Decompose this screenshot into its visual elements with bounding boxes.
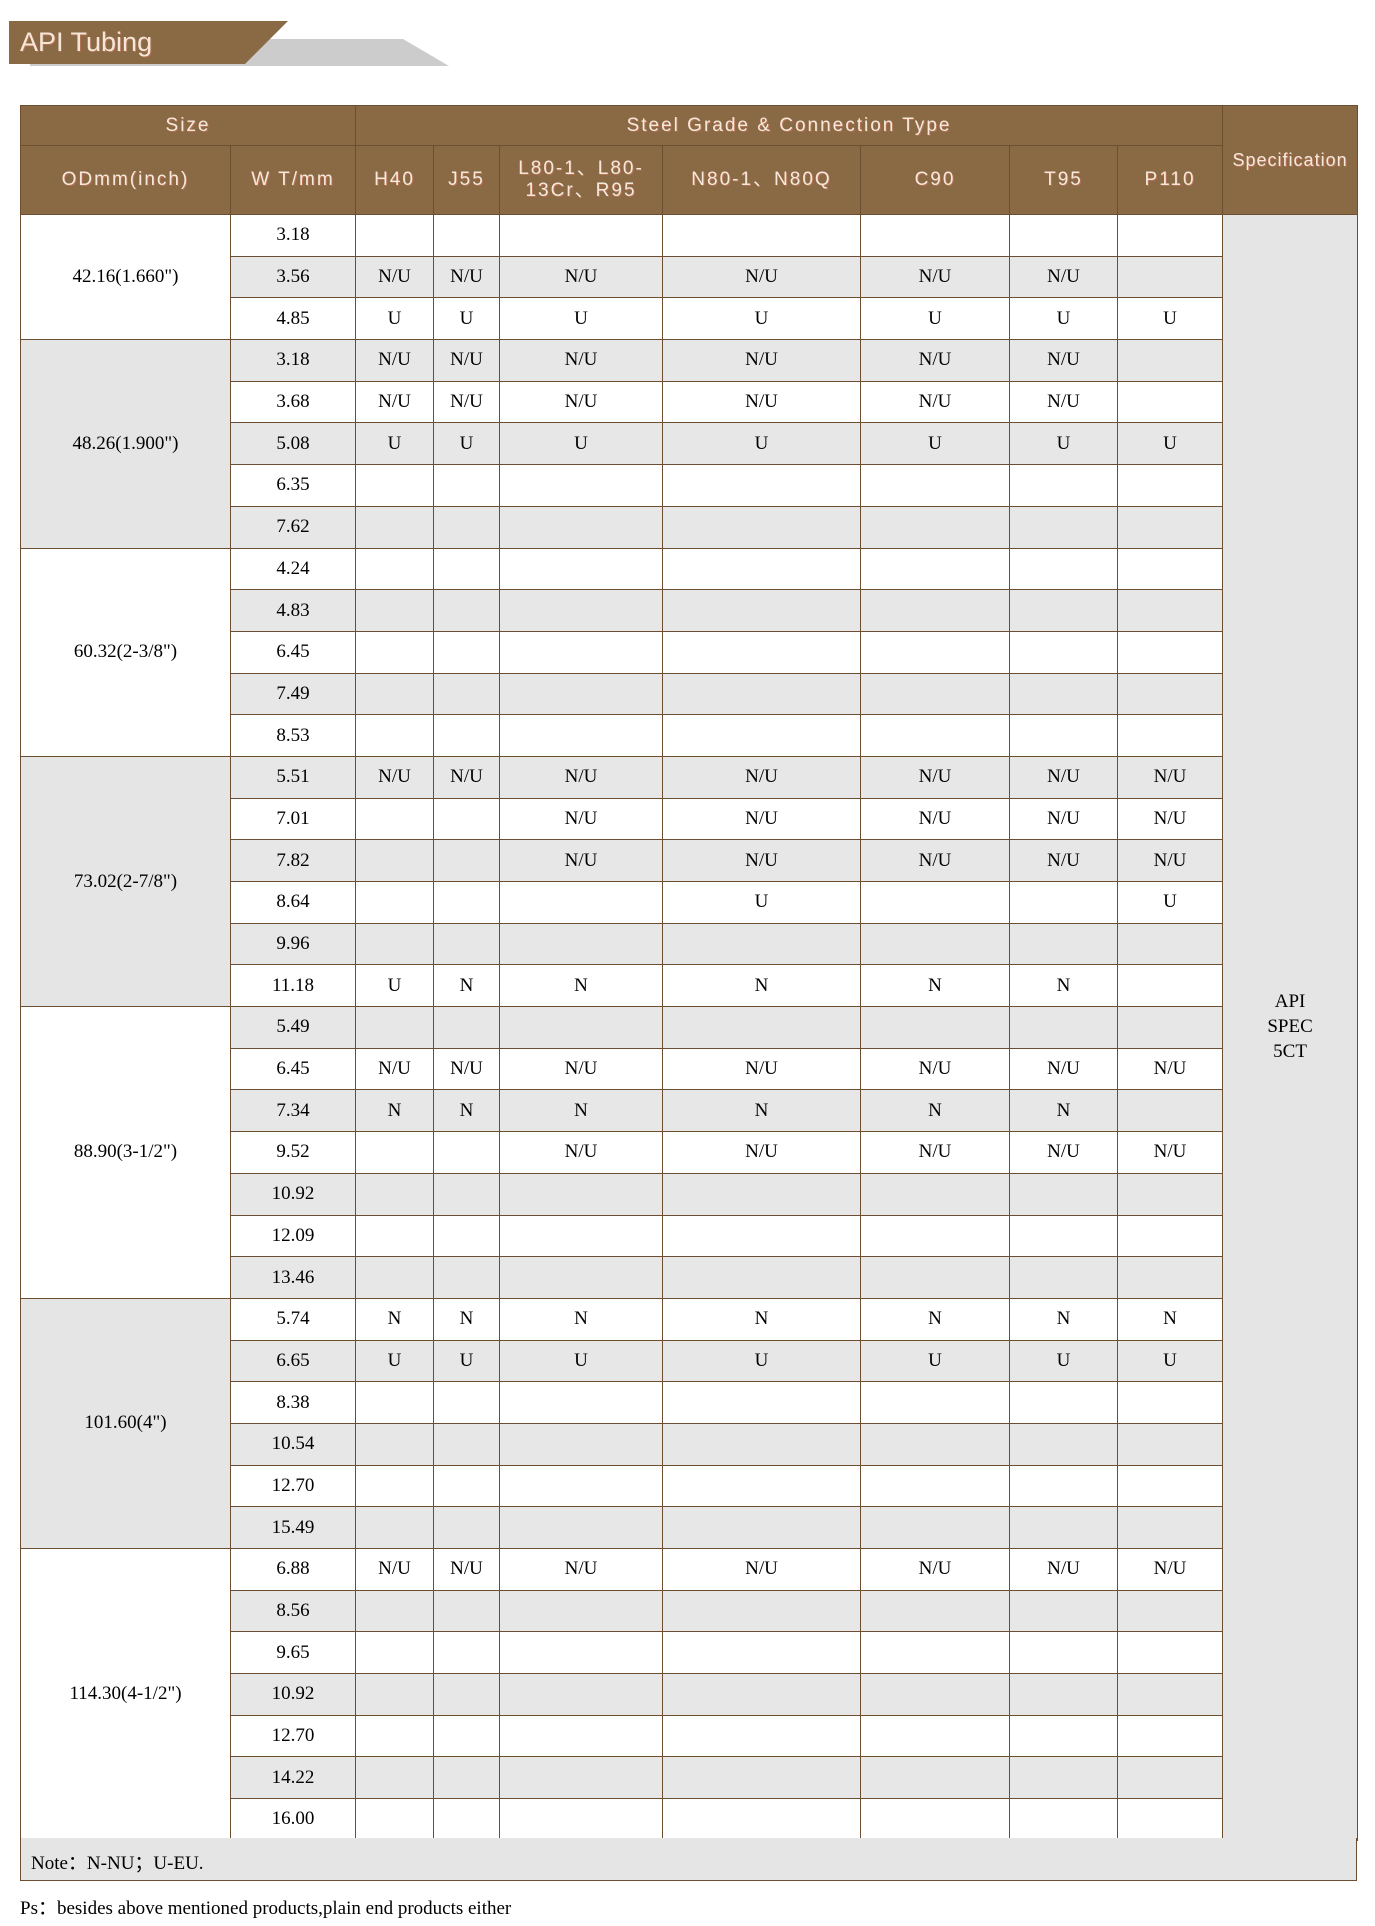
svg-text:API Tubing: API Tubing bbox=[20, 27, 152, 57]
